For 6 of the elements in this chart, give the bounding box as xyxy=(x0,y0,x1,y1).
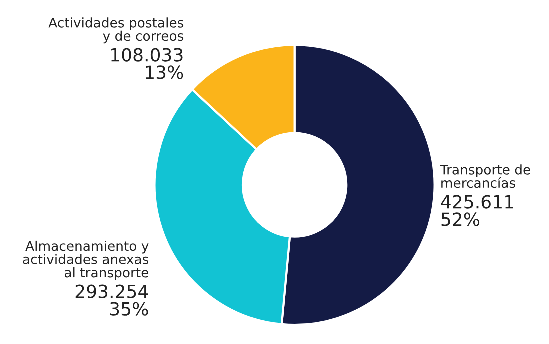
slice-label: Almacenamiento y actividades anexas al transporte xyxy=(23,240,149,280)
data-label: 293.254 35% xyxy=(76,284,148,316)
data-label: 425.611 52% xyxy=(441,195,514,226)
slice-label: Transporte de mercancías xyxy=(440,164,530,188)
slice-label: Actividades postales y de correos xyxy=(48,18,184,44)
data-label: 108.033 13% xyxy=(112,48,184,80)
